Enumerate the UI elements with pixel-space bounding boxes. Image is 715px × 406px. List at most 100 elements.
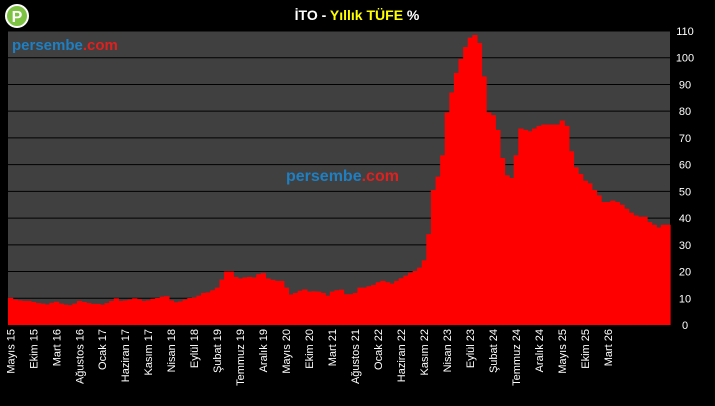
bar <box>247 276 253 325</box>
bar <box>518 128 524 325</box>
bar <box>412 271 418 325</box>
x-tick-label: Aralık 19 <box>258 329 270 372</box>
bar <box>233 276 239 325</box>
x-tick-label: Haziran 17 <box>120 329 132 382</box>
x-tick-label: Şubat 19 <box>212 329 224 373</box>
bar <box>329 291 336 325</box>
bar <box>633 215 639 325</box>
bar <box>435 176 441 325</box>
bar <box>555 124 561 325</box>
bar <box>467 37 473 326</box>
bar <box>430 190 437 325</box>
bar <box>403 275 409 325</box>
bar <box>90 303 96 325</box>
bar <box>339 289 345 325</box>
bar <box>49 302 55 325</box>
bar <box>665 224 671 325</box>
bar <box>614 202 621 325</box>
bar <box>532 128 538 325</box>
bar <box>458 59 464 326</box>
bar <box>86 303 92 325</box>
bar <box>541 124 547 325</box>
x-tick-label: Mart 21 <box>327 329 339 366</box>
bar <box>564 125 570 325</box>
bar <box>325 295 331 325</box>
bar <box>283 287 290 325</box>
bar <box>394 280 400 325</box>
bar <box>201 292 207 325</box>
x-tick-label: Temmuz 24 <box>511 329 523 386</box>
bar <box>122 300 129 325</box>
bar <box>58 303 64 325</box>
bar <box>168 300 175 325</box>
chart-title: İTO - Yıllık TÜFE % <box>295 7 420 23</box>
bar <box>610 200 616 325</box>
bar <box>67 305 73 325</box>
bar <box>237 278 244 325</box>
bar <box>568 151 575 325</box>
bar <box>127 299 133 325</box>
bar <box>219 279 225 325</box>
x-tick-label: Haziran 22 <box>396 329 408 382</box>
bar <box>559 120 565 325</box>
bar <box>8 297 14 325</box>
bar <box>647 222 653 325</box>
y-tick-label: 50 <box>679 186 691 198</box>
bar <box>545 124 552 325</box>
bar <box>63 304 69 325</box>
bar <box>628 212 634 325</box>
bar <box>104 303 110 325</box>
bar <box>605 202 611 325</box>
bar <box>407 272 414 325</box>
bar <box>224 271 230 325</box>
bar <box>145 300 152 325</box>
bar <box>95 303 101 325</box>
bar <box>357 287 363 325</box>
y-tick-label: 110 <box>676 26 694 38</box>
x-tick-label: Ağustos 16 <box>74 329 86 384</box>
bar <box>619 204 625 325</box>
watermark-middle: persembe.com <box>286 168 399 185</box>
bar <box>582 180 588 325</box>
bar <box>642 216 648 325</box>
bar <box>509 178 515 325</box>
bar <box>573 167 579 325</box>
bar <box>426 234 432 325</box>
bar <box>293 292 299 325</box>
bar <box>624 208 630 325</box>
bar <box>136 299 142 325</box>
bar <box>178 301 184 325</box>
bar <box>384 282 391 325</box>
bar <box>260 273 267 325</box>
bar <box>205 292 211 325</box>
bar <box>417 267 423 325</box>
bar <box>141 300 147 325</box>
bar <box>591 190 598 325</box>
x-tick-label: Şubat 24 <box>488 329 500 373</box>
bar <box>251 277 257 325</box>
bar <box>265 278 271 325</box>
bar <box>578 173 584 325</box>
bar <box>343 294 349 325</box>
y-tick-label: 100 <box>676 53 694 65</box>
x-tick-label: Ekim 25 <box>580 329 592 369</box>
logo: P <box>5 4 29 28</box>
bar <box>228 271 234 325</box>
bar <box>380 280 386 325</box>
bar <box>30 302 37 325</box>
bar <box>637 216 644 325</box>
x-tick-label: Mart 26 <box>603 329 615 366</box>
bar <box>453 72 460 326</box>
bar <box>191 297 198 325</box>
bar <box>499 157 506 325</box>
chart-title-part1: İTO - <box>295 7 330 23</box>
bar <box>242 277 248 325</box>
bar <box>40 303 46 325</box>
bar <box>527 131 533 325</box>
bar <box>596 195 602 325</box>
y-tick-label: 70 <box>679 133 691 145</box>
bar <box>155 298 161 325</box>
x-tick-label: Temmuz 19 <box>235 329 247 386</box>
x-axis: Mayıs 15 Ekim 15 Mart 16 Ağustos 16 Ocak 17 H… <box>5 329 615 386</box>
